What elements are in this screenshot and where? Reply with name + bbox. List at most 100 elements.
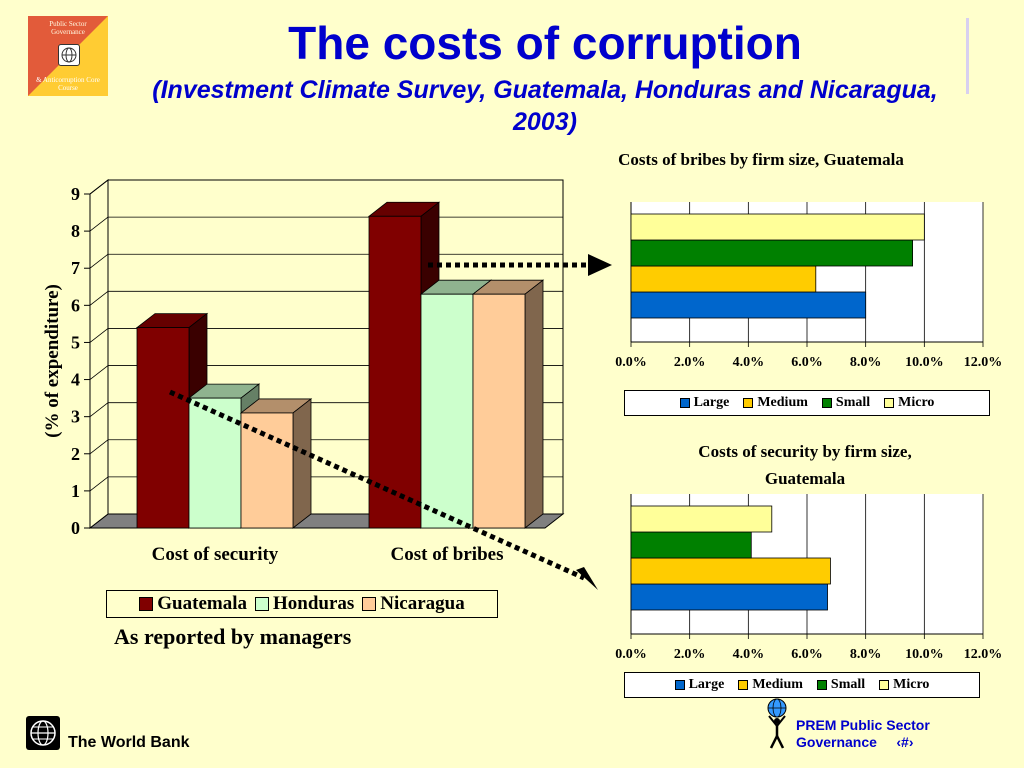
y-tick-label: 5	[71, 332, 80, 352]
x-tick-label: 6.0%	[791, 647, 823, 662]
gridline-diagonal	[89, 253, 109, 269]
security-by-firm-size-chart: 0.0% 2.0% 4.0% 6.0% 8.0% 10.0% 12.0%	[615, 494, 1003, 662]
gridline-diagonal	[89, 439, 109, 455]
reported-note: As reported by managers	[114, 624, 352, 649]
legend-swatch	[362, 597, 377, 611]
gridline-diagonal	[89, 179, 109, 195]
world-bank-globe-icon	[26, 716, 60, 750]
gridline-diagonal	[89, 291, 109, 306]
legend-item-micro: Micro	[884, 395, 934, 411]
y-tick-label: 9	[71, 184, 80, 204]
security-connector	[168, 389, 586, 581]
legend-label: Honduras	[272, 593, 355, 614]
legend-label: Large	[693, 395, 730, 410]
legend-swatch	[884, 398, 895, 408]
x-tick-label: 10.0%	[905, 355, 944, 370]
y-tick-label: 6	[71, 295, 80, 315]
x-tick-label: 4.0%	[733, 355, 765, 370]
legend-item-small: Small	[816, 677, 866, 693]
legend-label: Nicaragua	[380, 593, 465, 614]
legend-swatch	[139, 597, 154, 611]
x-tick-label: 0.0%	[615, 355, 647, 370]
bar-small	[630, 239, 914, 267]
x-tick-label: 6.0%	[791, 355, 823, 370]
legend-swatch	[679, 398, 690, 408]
bar-micro	[630, 505, 773, 533]
prem-line2: Governance	[796, 734, 877, 750]
security-chart-legend: Large Medium Small Micro	[624, 672, 980, 698]
course-logo: Public Sector Governance & Anticorruptio…	[28, 16, 108, 96]
y-tick-label: 1	[71, 481, 80, 501]
security-arrowhead	[576, 567, 598, 590]
slide-subtitle: (Investment Climate Survey, Guatemala, H…	[152, 76, 938, 136]
legend-item-medium: Medium	[743, 395, 808, 411]
y-tick-label: 4	[71, 370, 80, 390]
legend-label: Small	[830, 677, 866, 692]
prem-line1: PREM Public Sector	[796, 717, 930, 733]
x-tick-label: 2.0%	[674, 647, 706, 662]
main-bar-chart: 0 1 2 3 4 5 6 7 8 9 (% of expenditure) Cost of secu…	[42, 178, 565, 565]
security-chart-title: Costs of security by firm size, Guatemal…	[698, 442, 912, 488]
bar-honduras	[188, 397, 242, 529]
gridline-diagonal	[89, 328, 109, 343]
legend-swatch	[816, 680, 827, 690]
gridline-diagonal	[89, 476, 109, 492]
x-tick-label: 10.0%	[905, 647, 944, 662]
legend-label: Micro	[898, 395, 935, 410]
divider	[966, 18, 969, 94]
logo-bottom-text: & Anticorruption Core Course	[36, 76, 100, 92]
legend-label: Small	[835, 395, 871, 410]
bar-nicaragua	[472, 293, 526, 529]
x-tick-label: 8.0%	[850, 355, 882, 370]
y-tick-label: 8	[71, 221, 80, 241]
bar-honduras	[420, 293, 474, 529]
legend-item-micro: Micro	[879, 677, 929, 693]
x-tick-label: 12.0%	[964, 647, 1003, 662]
bribes-arrowhead	[588, 254, 612, 276]
legend-label: Medium	[757, 395, 808, 410]
legend-swatch	[254, 597, 269, 611]
legend-swatch	[738, 680, 749, 690]
y-tick-label: 2	[71, 444, 80, 464]
legend-swatch	[879, 680, 890, 690]
x-tick-label: 12.0%	[964, 355, 1003, 370]
y-tick-label: 7	[71, 258, 80, 278]
x-category-label: Cost of bribes	[391, 544, 504, 565]
bar-micro	[630, 213, 925, 241]
legend-item-nicaragua: Nicaragua	[362, 593, 465, 615]
logo-globe-icon	[58, 44, 80, 66]
prem-label: PREM Public Sector Governance ‹#›	[796, 717, 930, 751]
legend-label: Micro	[893, 677, 930, 692]
x-tick-label: 4.0%	[733, 647, 765, 662]
bar-large	[630, 583, 828, 611]
x-tick-label: 8.0%	[850, 647, 882, 662]
legend-item-small: Small	[821, 395, 871, 411]
legend-swatch	[821, 398, 832, 408]
atlas-figure-icon	[767, 698, 787, 749]
bribes-chart-title: Costs of bribes by firm size, Guatemala	[618, 150, 904, 169]
legend-label: Medium	[752, 677, 803, 692]
legend-label: Large	[688, 677, 725, 692]
legend-swatch	[674, 680, 685, 690]
gridline-diagonal	[89, 365, 109, 380]
y-tick-label: 0	[71, 518, 80, 538]
main-chart-legend: Guatemala Honduras Nicaragua	[106, 590, 498, 618]
world-bank-label: The World Bank	[68, 734, 190, 751]
legend-item-guatemala: Guatemala	[139, 593, 247, 615]
legend-item-large: Large	[679, 395, 730, 411]
bar-medium	[630, 265, 817, 293]
bribes-chart-legend: Large Medium Small Micro	[624, 390, 990, 416]
bar-guatemala	[368, 215, 422, 529]
legend-item-medium: Medium	[738, 677, 803, 693]
logo-top-text: Public Sector Governance	[49, 20, 87, 36]
x-category-label: Cost of security	[152, 544, 279, 565]
x-tick-label: 2.0%	[674, 355, 706, 370]
legend-item-honduras: Honduras	[254, 593, 355, 615]
bribes-by-firm-size-chart: 0.0% 2.0% 4.0% 6.0% 8.0% 10.0% 12.0%	[615, 202, 1003, 370]
gridline-diagonal	[89, 402, 109, 417]
y-axis-label: (% of expenditure)	[42, 284, 63, 438]
bar-large	[630, 291, 867, 319]
legend-item-large: Large	[674, 677, 725, 693]
gridline-diagonal	[89, 216, 109, 232]
